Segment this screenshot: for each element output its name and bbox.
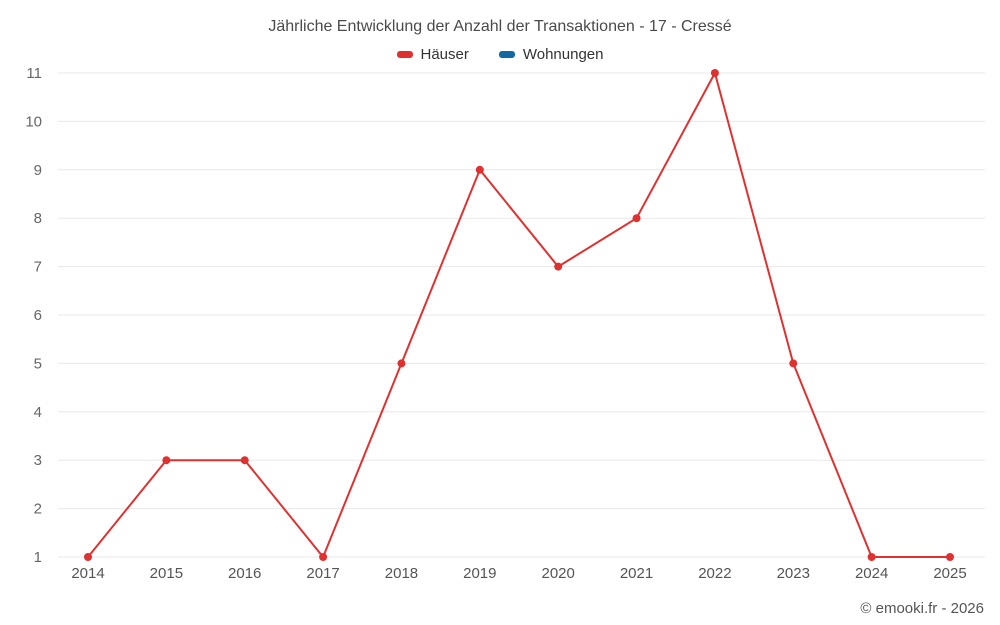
copyright-footer: © emooki.fr - 2026 (860, 600, 984, 617)
svg-text:6: 6 (34, 307, 42, 324)
svg-text:2015: 2015 (150, 565, 183, 582)
svg-text:3: 3 (34, 452, 42, 469)
legend-item-haeuser[interactable]: Häuser (396, 46, 469, 63)
haeuser-series-swatch-icon (396, 51, 413, 58)
legend-label-haeuser: Häuser (420, 46, 469, 63)
svg-text:4: 4 (34, 404, 42, 421)
svg-text:2: 2 (34, 501, 42, 518)
svg-text:11: 11 (26, 65, 42, 82)
wohnungen-series-swatch-icon (498, 51, 515, 58)
svg-text:2017: 2017 (306, 565, 339, 582)
svg-text:2020: 2020 (541, 565, 574, 582)
chart-title: Jährliche Entwicklung der Anzahl der Tra… (268, 18, 732, 35)
svg-text:2021: 2021 (620, 565, 653, 582)
legend-label-wohnungen: Wohnungen (522, 46, 604, 63)
svg-text:5: 5 (34, 355, 42, 372)
svg-text:2025: 2025 (933, 565, 966, 582)
svg-text:7: 7 (34, 259, 42, 276)
svg-text:10: 10 (25, 113, 42, 130)
svg-text:2022: 2022 (698, 565, 731, 582)
svg-text:2014: 2014 (71, 565, 104, 582)
svg-text:8: 8 (34, 210, 42, 227)
svg-text:2016: 2016 (228, 565, 261, 582)
svg-text:2019: 2019 (463, 565, 496, 582)
svg-text:9: 9 (34, 162, 42, 179)
svg-text:2018: 2018 (385, 565, 418, 582)
legend-item-wohnungen[interactable]: Wohnungen (498, 46, 604, 63)
chart-legend: Häuser Wohnungen (0, 46, 1000, 63)
svg-text:2023: 2023 (777, 565, 810, 582)
svg-text:1: 1 (34, 549, 42, 566)
svg-text:2024: 2024 (855, 565, 888, 582)
